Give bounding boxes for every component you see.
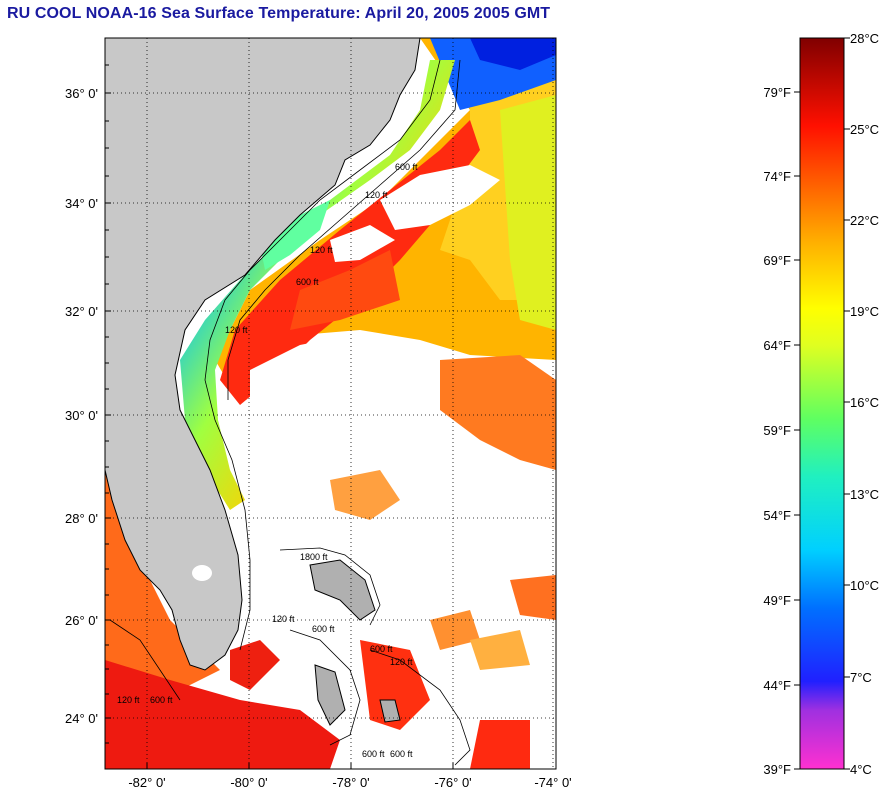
isobath-label: 600 ft (370, 644, 393, 654)
fahrenheit-label: 64°F (763, 338, 791, 353)
lake-okeechobee (192, 565, 212, 581)
lat-ticks (105, 64, 454, 769)
lon-label: -80° 0' (230, 775, 267, 790)
land-north-america (105, 38, 421, 671)
isobath-label-group: 120 ft 600 ft 120 ft 600 ft 120 ft 120 f… (117, 162, 418, 759)
island-andros (314, 664, 346, 726)
bahamas-warm-2 (360, 640, 430, 730)
patch-c (510, 575, 556, 620)
cloud-3 (105, 335, 556, 769)
celsius-label: 25°C (850, 122, 879, 137)
isobath-label: 120 ft (117, 695, 140, 705)
lat-label: 32° 0' (65, 304, 98, 319)
isobath-label: 600 ft (150, 695, 173, 705)
fahrenheit-label: 69°F (763, 253, 791, 268)
isobath-gulf (109, 619, 181, 701)
isobath-label: 600 ft (312, 624, 335, 634)
celsius-label: 22°C (850, 213, 879, 228)
lon-label: -82° 0' (128, 775, 165, 790)
fahrenheit-label: 59°F (763, 423, 791, 438)
isobath-label: 120 ft (272, 614, 295, 624)
lon-label: -78° 0' (332, 775, 369, 790)
isobath-120ft (204, 59, 441, 651)
lat-label: 36° 0' (65, 86, 98, 101)
bahamas-warm-3 (470, 720, 530, 769)
celsius-label: 28°C (850, 31, 879, 46)
lat-label-group: 36° 0' 34° 0' 32° 0' 30° 0' 28° 0' 26° 0… (65, 86, 98, 726)
isobath-label: 600 ft (395, 162, 418, 172)
celsius-label: 19°C (850, 304, 879, 319)
lon-label-group: -82° 0' -80° 0' -78° 0' -76° 0' -74° 0' (128, 775, 571, 790)
isobath-label: 600 ft (296, 277, 319, 287)
fahrenheit-label: 74°F (763, 169, 791, 184)
celsius-label-group: 28°C 25°C 22°C 19°C 16°C 13°C 10°C 7°C 4… (850, 31, 879, 777)
island-abaco (309, 559, 376, 621)
isobath-bahamas-3 (369, 649, 471, 766)
lon-label: -74° 0' (534, 775, 571, 790)
map-title: RU COOL NOAA-16 Sea Surface Temperature:… (7, 5, 551, 22)
gulf-stream-eddy (290, 250, 400, 330)
lat-label: 24° 0' (65, 711, 98, 726)
isobath-label: 120 ft (390, 657, 413, 667)
patch-se (440, 355, 556, 470)
patch-d (470, 630, 530, 670)
florida-straits-water (105, 660, 340, 769)
isobath-600ft (227, 59, 461, 400)
lat-label: 26° 0' (65, 613, 98, 628)
offshore-green-yellow (500, 95, 556, 330)
isobath-label: 120 ft (365, 190, 388, 200)
bahamas-warm-1 (230, 640, 280, 690)
isobath-label: 120 ft (225, 325, 248, 335)
celsius-label: 7°C (850, 670, 872, 685)
colorbar (799, 37, 845, 770)
isobath-label: 600 ft (390, 749, 413, 759)
celsius-label: 16°C (850, 395, 879, 410)
isobath-label: 120 ft (310, 245, 333, 255)
fahrenheit-label: 79°F (763, 85, 791, 100)
cloud-1 (380, 165, 500, 230)
isobath-label: 1800 ft (300, 552, 328, 562)
isobath-bahamas-2 (289, 629, 361, 746)
cold-north-deep (470, 38, 556, 70)
isobath-label: 600 ft (362, 749, 385, 759)
map-frame (104, 37, 557, 770)
lat-label: 34° 0' (65, 196, 98, 211)
shelf-cool-patch (260, 200, 330, 270)
fahrenheit-label-group: 79°F 74°F 69°F 64°F 59°F 54°F 49°F 44°F … (763, 85, 791, 777)
celsius-label: 10°C (850, 578, 879, 593)
patch-a (330, 470, 400, 520)
fahrenheit-label: 44°F (763, 678, 791, 693)
fahrenheit-label: 54°F (763, 508, 791, 523)
isobath-bahamas-1 (279, 547, 381, 626)
lon-label: -76° 0' (434, 775, 471, 790)
patch-b (430, 610, 480, 650)
fahrenheit-label: 39°F (763, 762, 791, 777)
map-image (105, 38, 556, 769)
celsius-label: 4°C (850, 762, 872, 777)
celsius-label: 13°C (850, 487, 879, 502)
lat-label: 30° 0' (65, 408, 98, 423)
fahrenheit-label: 49°F (763, 593, 791, 608)
lat-label: 28° 0' (65, 511, 98, 526)
cloud-2 (330, 225, 395, 262)
island-exuma (379, 699, 401, 723)
colorbar-ticks (794, 37, 850, 770)
